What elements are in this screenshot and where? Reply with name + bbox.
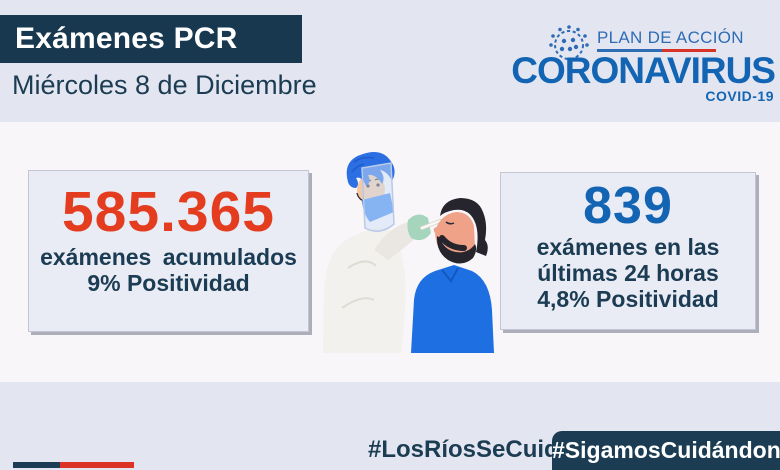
hashtag-sigamos-badge: #SigamosCuidándonos [552, 431, 780, 470]
coronavirus-icon [545, 22, 593, 71]
last24h-caption-line1: exámenes en las [536, 233, 720, 260]
coronavirus-logo: PLAN DE ACCIÓN CORONAVIRUS COVID-19 [511, 18, 776, 108]
nasal-swab-illustration [318, 148, 503, 358]
accumulated-exams-caption: exámenes acumulados [40, 243, 297, 270]
last24h-positivity: 4,8% Positividad [537, 286, 719, 313]
date-label: Miércoles 8 de Diciembre [12, 70, 317, 100]
last24h-caption-line2: últimas 24 horas [537, 260, 719, 287]
hashtag-losrios: #LosRíosSeCuida [368, 436, 573, 463]
plan-de-accion-label: PLAN DE ACCIÓN [597, 28, 744, 47]
page-title: Exámenes PCR [0, 15, 302, 63]
flag-bar-navy-segment [13, 462, 60, 468]
brand-name: CORONAVIRUS [511, 50, 776, 91]
plan-underline [597, 49, 716, 52]
flag-bar-red-segment [60, 462, 134, 468]
accumulated-positivity: 9% Positividad [87, 270, 250, 297]
brand-sub-label: COVID-19 [705, 88, 774, 104]
accumulated-exams-card: 585.365 exámenes acumulados 9% Positivid… [28, 170, 309, 332]
accumulated-exams-value: 585.365 [61, 180, 276, 244]
last24h-exams-value: 839 [583, 177, 673, 235]
gov-flag-bar [13, 462, 134, 468]
last24h-exams-card: 839 exámenes en las últimas 24 horas 4,8… [500, 172, 756, 330]
